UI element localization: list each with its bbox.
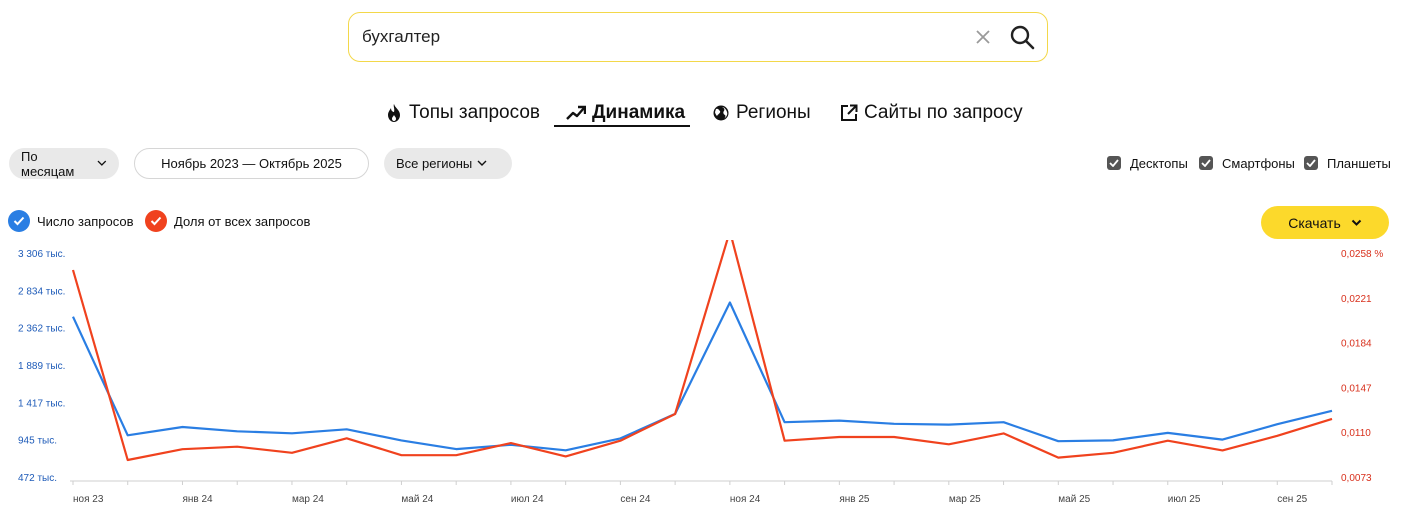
active-tab-indicator	[554, 125, 690, 127]
x-tick-label: июл 24	[511, 494, 544, 505]
tab-top-queries[interactable]: Топы запросов	[385, 96, 540, 130]
right-tick-label: 0,0073	[1341, 473, 1372, 484]
right-tick-label: 0,0221	[1341, 294, 1372, 305]
date-range-label: Ноябрь 2023 — Октябрь 2025	[161, 156, 342, 171]
tabs-bar: Топы запросов Динамика Регионы Сайты по …	[0, 96, 1410, 132]
x-tick-label: мар 24	[292, 494, 324, 505]
x-axis: ноя 23 янв 24 мар 24 май 24 июл 24 сен 24 ноя …	[72, 481, 1333, 505]
left-tick-label: 1 889 тыс.	[18, 361, 65, 372]
checkbox-label: Планшеты	[1327, 155, 1391, 171]
x-tick-label: мар 25	[949, 494, 981, 505]
fire-icon	[388, 104, 400, 122]
date-range-picker[interactable]: Ноябрь 2023 — Октябрь 2025	[134, 148, 369, 179]
check-icon	[150, 216, 162, 226]
check-icon	[13, 216, 25, 226]
external-link-icon	[841, 104, 858, 121]
tab-sites[interactable]: Сайты по запросу	[840, 96, 1023, 130]
x-tick-label: май 25	[1058, 494, 1090, 505]
globe-icon	[713, 105, 729, 121]
left-tick-label: 472 тыс.	[18, 473, 57, 484]
download-button[interactable]: Скачать	[1261, 206, 1389, 239]
right-axis: 0,0073 0,0110 0,0147 0,0184 0,0221 0,0258 %	[1341, 249, 1383, 484]
tab-label: Топы запросов	[409, 102, 540, 123]
left-tick-label: 2 362 тыс.	[18, 324, 65, 335]
tab-label: Динамика	[592, 102, 686, 123]
checkbox-label: Десктопы	[1130, 155, 1188, 171]
series-line-queries[interactable]	[72, 301, 1333, 452]
checkbox-checked-icon	[1107, 156, 1121, 170]
chevron-down-icon	[1351, 219, 1361, 226]
legend-dot	[8, 210, 30, 232]
checkbox-tablets[interactable]: Планшеты	[1304, 155, 1391, 171]
checkbox-label: Смартфоны	[1222, 155, 1295, 171]
left-tick-label: 945 тыс.	[18, 436, 57, 447]
tab-label: Сайты по запросу	[864, 102, 1023, 123]
x-tick-label: янв 25	[839, 494, 870, 505]
period-group-select[interactable]: По месяцам	[9, 148, 119, 179]
series-line-share[interactable]	[71, 240, 1333, 462]
search-input[interactable]: бухгалтер	[362, 27, 441, 46]
checkbox-smartphones[interactable]: Смартфоны	[1199, 155, 1295, 171]
series-lines	[71, 240, 1333, 462]
search-box[interactable]: бухгалтер	[348, 12, 1048, 62]
tab-label: Регионы	[736, 102, 811, 123]
left-tick-label: 3 306 тыс.	[18, 249, 65, 260]
x-tick-label: май 24	[401, 494, 433, 505]
dynamics-chart: 472 тыс. 945 тыс. 1 417 тыс. 1 889 тыс. 2 36…	[18, 240, 1383, 505]
period-group-label: По месяцам	[21, 148, 75, 179]
search-icon[interactable]	[1009, 24, 1035, 50]
trend-up-icon	[566, 105, 586, 120]
close-icon[interactable]	[971, 25, 995, 49]
region-select[interactable]: Все регионы	[384, 148, 512, 179]
tab-regions[interactable]: Регионы	[712, 96, 811, 130]
right-tick-label: 0,0258 %	[1341, 249, 1383, 260]
left-axis: 472 тыс. 945 тыс. 1 417 тыс. 1 889 тыс. 2 36…	[18, 249, 65, 484]
legend-dot	[145, 210, 167, 232]
right-tick-label: 0,0184	[1341, 339, 1372, 350]
tab-dynamics[interactable]: Динамика	[566, 96, 685, 130]
x-tick-label: сен 25	[1277, 494, 1307, 505]
region-label: Все регионы	[396, 156, 473, 171]
legend-label: Число запросов	[37, 213, 134, 229]
legend-item-queries[interactable]: Число запросов	[8, 209, 133, 233]
legend-label: Доля от всех запросов	[174, 213, 311, 229]
download-label: Скачать	[1288, 214, 1341, 231]
x-tick-label: ноя 24	[730, 494, 761, 505]
checkbox-checked-icon	[1304, 156, 1318, 170]
chevron-down-icon	[477, 160, 487, 166]
right-tick-label: 0,0147	[1341, 383, 1372, 394]
legend-item-share[interactable]: Доля от всех запросов	[145, 209, 310, 233]
x-tick-label: сен 24	[620, 494, 650, 505]
x-tick-label: ноя 23	[73, 494, 104, 505]
checkbox-desktops[interactable]: Десктопы	[1107, 155, 1188, 171]
left-tick-label: 2 834 тыс.	[18, 286, 65, 297]
right-tick-label: 0,0110	[1341, 428, 1371, 439]
x-tick-label: июл 25	[1168, 494, 1201, 505]
left-tick-label: 1 417 тыс.	[18, 398, 65, 409]
checkbox-checked-icon	[1199, 156, 1213, 170]
chevron-down-icon	[97, 160, 107, 166]
x-tick-label: янв 24	[182, 494, 213, 505]
